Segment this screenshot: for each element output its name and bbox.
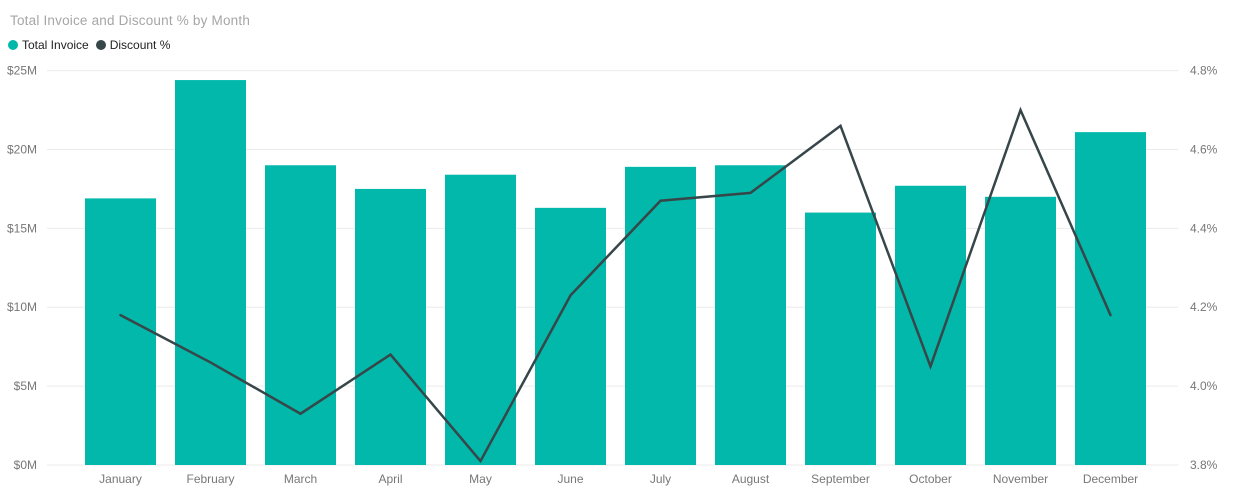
left-axis-tick-label: $5M [14, 379, 37, 393]
right-axis-tick-label: 4.2% [1190, 300, 1218, 314]
x-axis-label-september: September [811, 472, 870, 486]
right-axis-tick-label: 4.6% [1190, 142, 1218, 156]
bar-april[interactable] [355, 188, 426, 466]
bar-july[interactable] [625, 166, 696, 465]
x-axis-label-november: November [993, 472, 1048, 486]
x-axis-label-october: October [909, 472, 952, 486]
bar-september[interactable] [805, 212, 876, 465]
left-axis-tick-label: $0M [14, 458, 37, 472]
x-axis-label-march: March [284, 472, 317, 486]
right-axis-tick-label: 4.4% [1190, 221, 1218, 235]
discount-line[interactable] [119, 106, 1112, 464]
right-axis-tick-label: 4.0% [1190, 379, 1218, 393]
legend-item-discount[interactable]: Discount % [95, 38, 171, 52]
left-axis-tick-label: $10M [7, 300, 37, 314]
bar-march[interactable] [265, 165, 336, 466]
chart-legend: Total Invoice Discount % [8, 38, 177, 52]
left-axis-tick-label: $25M [7, 64, 37, 78]
bar-may[interactable] [445, 174, 516, 465]
bar-november[interactable] [985, 196, 1056, 466]
legend-item-total-invoice[interactable]: Total Invoice [8, 38, 89, 52]
x-axis-label-december: December [1083, 472, 1138, 486]
bar-october[interactable] [895, 185, 966, 465]
chart-title: Total Invoice and Discount % by Month [10, 13, 251, 28]
bar-february[interactable] [175, 80, 246, 465]
legend-label-discount: Discount % [109, 38, 171, 52]
legend-dot-total-invoice-icon [8, 40, 18, 50]
x-axis-label-may: May [469, 472, 492, 486]
bar-january[interactable] [85, 198, 156, 465]
right-axis-tick-label: 3.8% [1190, 458, 1218, 472]
bar-june[interactable] [535, 207, 606, 465]
x-axis-label-june: June [557, 472, 583, 486]
bar-december[interactable] [1075, 132, 1146, 465]
left-axis-tick-label: $20M [7, 142, 37, 156]
legend-label-total-invoice: Total Invoice [22, 38, 89, 52]
bar-august[interactable] [715, 165, 786, 466]
right-axis-tick-label: 4.8% [1190, 64, 1218, 78]
x-axis-label-august: August [732, 472, 770, 486]
legend-dot-discount-icon [95, 40, 106, 50]
x-axis-label-february: February [186, 472, 234, 486]
x-axis-label-january: January [99, 472, 142, 486]
x-axis-label-april: April [378, 472, 402, 486]
x-axis-label-july: July [650, 472, 671, 486]
left-axis-tick-label: $15M [7, 221, 37, 235]
